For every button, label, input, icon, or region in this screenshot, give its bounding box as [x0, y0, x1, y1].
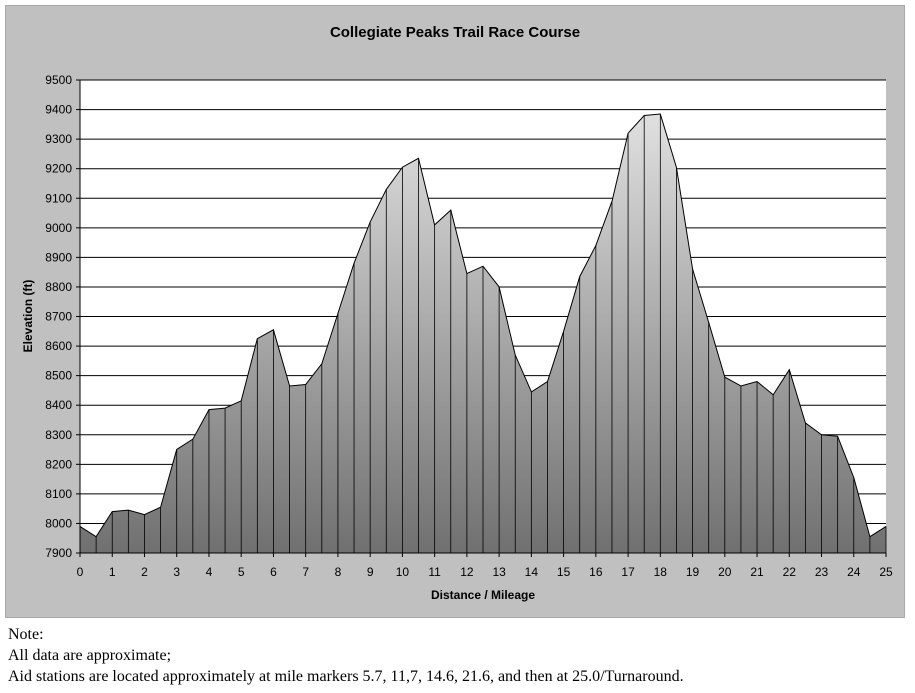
y-tick-label-9400: 9400: [45, 103, 72, 117]
x-tick-label-19: 19: [686, 565, 700, 579]
y-tick-label-9500: 9500: [45, 73, 72, 87]
y-tick-label-8800: 8800: [45, 280, 72, 294]
y-tick-label-8200: 8200: [45, 457, 72, 471]
x-tick-label-4: 4: [206, 565, 213, 579]
x-tick-label-0: 0: [77, 565, 84, 579]
x-tick-label-15: 15: [557, 565, 571, 579]
y-tick-label-9100: 9100: [45, 191, 72, 205]
y-tick-label-8700: 8700: [45, 310, 72, 324]
x-tick-label-7: 7: [302, 565, 309, 579]
note-aid-stations: Aid stations are located approximately a…: [8, 668, 684, 685]
x-tick-label-2: 2: [141, 565, 148, 579]
y-tick-label-7900: 7900: [45, 546, 72, 560]
elevation-profile-line: [79, 113, 887, 538]
note-heading: Note:: [8, 626, 44, 643]
y-tick-label-8400: 8400: [45, 398, 72, 412]
x-tick-label-23: 23: [815, 565, 829, 579]
y-axis-title: Elevation (ft): [21, 280, 35, 353]
note-approximate: All data are approximate;: [8, 647, 172, 664]
x-tick-label-25: 25: [879, 565, 893, 579]
y-tick-label-9300: 9300: [45, 132, 72, 146]
x-tick-label-22: 22: [783, 565, 797, 579]
x-tick-label-8: 8: [335, 565, 342, 579]
x-tick-label-6: 6: [270, 565, 277, 579]
y-tick-label-9200: 9200: [45, 162, 72, 176]
x-tick-label-10: 10: [396, 565, 410, 579]
x-tick-label-24: 24: [847, 565, 861, 579]
x-tick-label-9: 9: [367, 565, 374, 579]
area-layer: [79, 113, 887, 553]
y-tick-label-8300: 8300: [45, 428, 72, 442]
x-tick-label-16: 16: [589, 565, 603, 579]
y-tick-label-8100: 8100: [45, 487, 72, 501]
x-tick-label-21: 21: [750, 565, 764, 579]
y-tick-label-9000: 9000: [45, 221, 72, 235]
x-tick-label-13: 13: [492, 565, 506, 579]
x-tick-label-14: 14: [525, 565, 539, 579]
x-tick-label-5: 5: [238, 565, 245, 579]
x-tick-label-12: 12: [460, 565, 474, 579]
x-tick-label-3: 3: [173, 565, 180, 579]
x-tick-label-20: 20: [718, 565, 732, 579]
y-axis-ticks: 7900 8000 8100 8200 8300 8400 8500 8600 8700 8800…: [45, 73, 80, 560]
elevation-chart: Collegiate Peaks Trail Race Course 7900 8…: [21, 24, 893, 602]
x-tick-label-18: 18: [654, 565, 668, 579]
x-axis-title: Distance / Mileage: [431, 588, 535, 602]
y-tick-label-8000: 8000: [45, 516, 72, 530]
x-tick-label-11: 11: [428, 565, 441, 579]
x-axis-ticks: 0 1 2 3 4 5 6 7 8 9 10 11 12 13 14 15 16 17 18 19 20 21 22 23 24…: [77, 553, 893, 579]
y-tick-label-8600: 8600: [45, 339, 72, 353]
y-tick-label-8500: 8500: [45, 369, 72, 383]
y-tick-label-8900: 8900: [45, 250, 72, 264]
x-tick-label-1: 1: [109, 565, 116, 579]
x-tick-label-17: 17: [621, 565, 635, 579]
chart-title: Collegiate Peaks Trail Race Course: [330, 24, 580, 41]
